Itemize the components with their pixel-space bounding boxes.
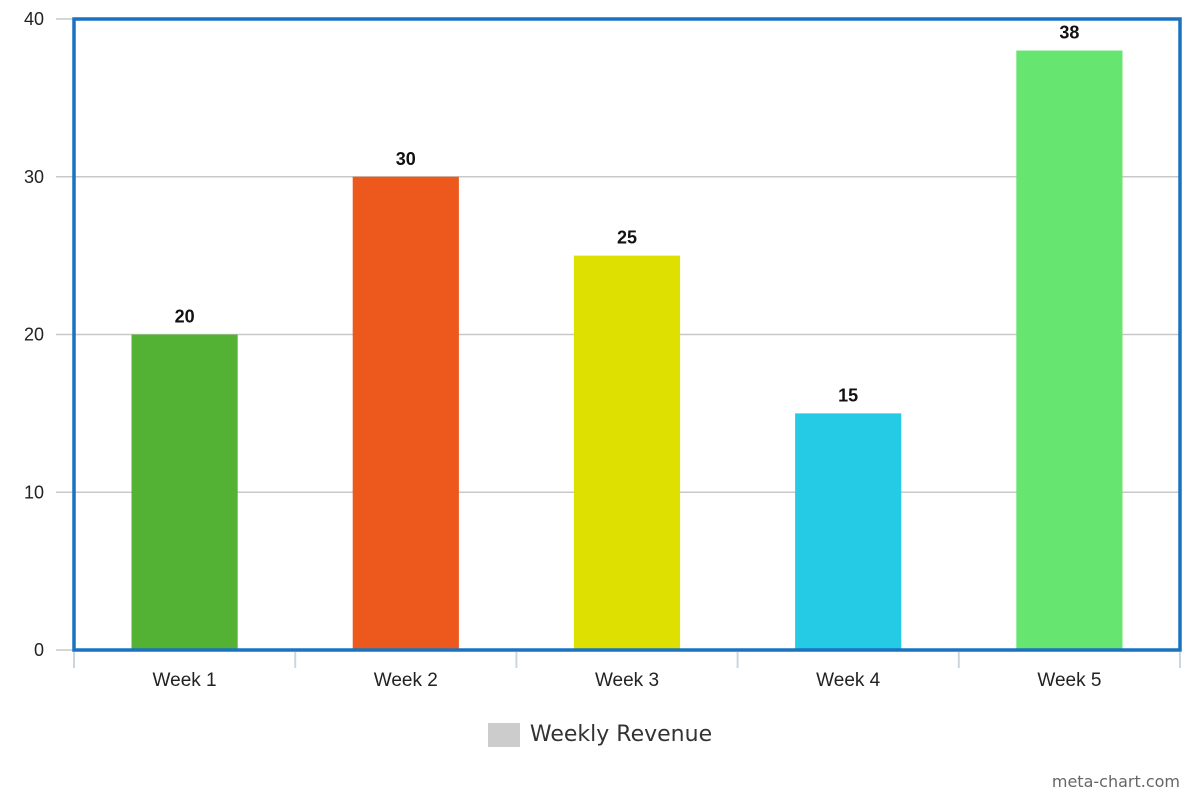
data-label: 38 <box>1059 23 1079 43</box>
plot-frame <box>72 17 1182 652</box>
legend: Weekly Revenue <box>0 722 1200 747</box>
bar <box>131 334 238 650</box>
x-tick-label: Week 3 <box>595 670 659 691</box>
data-label: 30 <box>396 149 416 169</box>
y-tick-label: 20 <box>24 325 44 345</box>
y-tick-label: 30 <box>24 167 44 187</box>
credit-text: meta-chart.com <box>1051 772 1180 791</box>
y-tick-label: 10 <box>24 482 44 502</box>
x-tick-label: Week 4 <box>816 670 881 691</box>
bar <box>573 255 681 650</box>
x-tick-label: Week 2 <box>374 670 438 691</box>
bar <box>1016 50 1123 651</box>
bar <box>795 413 902 650</box>
y-tick-label: 40 <box>24 9 44 29</box>
legend-swatch <box>487 722 520 747</box>
x-tick-label: Week 5 <box>1037 670 1101 691</box>
data-label: 20 <box>175 307 195 327</box>
legend-label: Weekly Revenue <box>529 722 713 747</box>
x-tick-label: Week 1 <box>153 670 217 691</box>
y-tick-label: 0 <box>34 640 44 660</box>
data-label: 25 <box>617 228 637 248</box>
data-label: 15 <box>838 385 858 405</box>
bar <box>352 176 459 650</box>
